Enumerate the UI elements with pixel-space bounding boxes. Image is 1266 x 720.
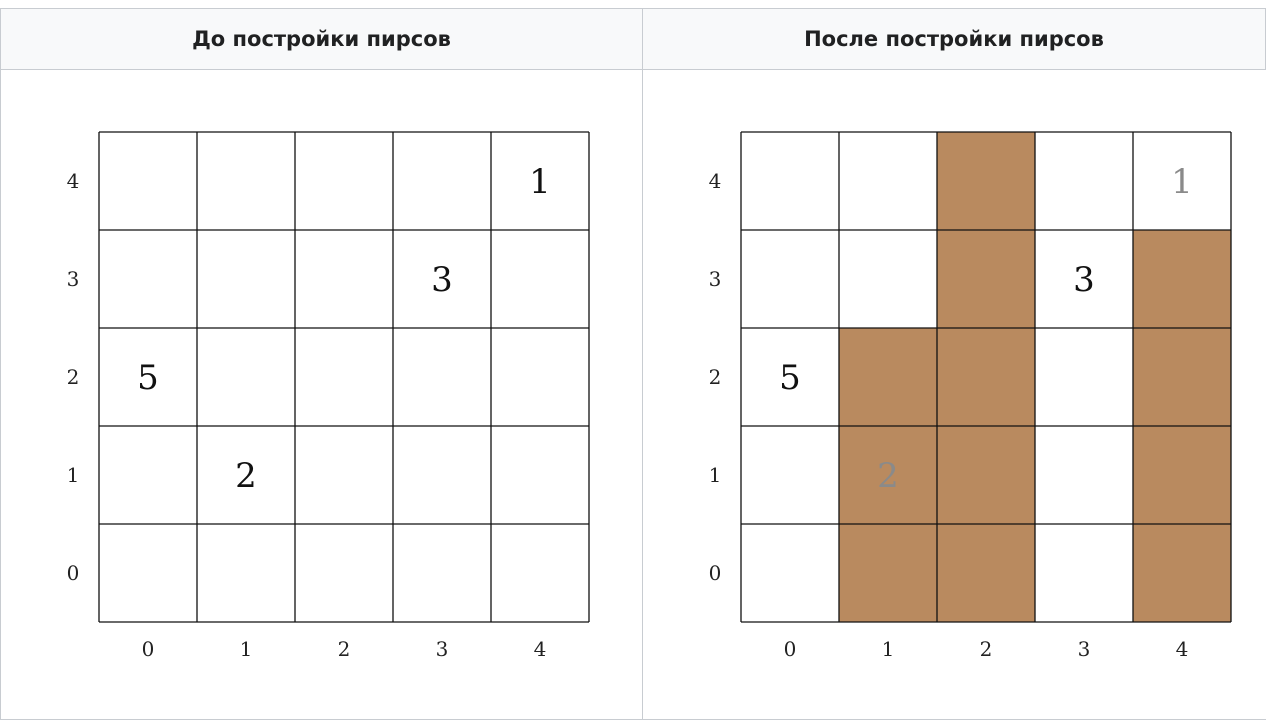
before-y-tick-label: 2 [67, 365, 80, 389]
comparison-table: До постройки пирсов После постройки пирс… [0, 8, 1266, 720]
after-pier-cell [1133, 426, 1231, 524]
after-pier-cell [937, 132, 1035, 230]
after-x-tick-label: 4 [1176, 637, 1189, 661]
after-y-tick-label: 2 [709, 365, 722, 389]
after-y-tick-label: 4 [709, 169, 722, 193]
before-y-tick-label: 1 [67, 463, 80, 487]
grid-after-diagram: 0 1 2 3 4 0 1 2 3 4 1 3 5 2 [709, 131, 1232, 661]
after-y-tick-label: 3 [709, 267, 722, 291]
after-island-number: 5 [779, 358, 801, 398]
before-x-tick-label: 3 [436, 637, 449, 661]
cell-before: 0 1 2 3 4 0 1 2 3 4 1 3 5 2 [0, 70, 643, 720]
after-pier-cell [839, 426, 937, 524]
after-pier-cell [839, 524, 937, 622]
grid-before-diagram: 0 1 2 3 4 0 1 2 3 4 1 3 5 2 [67, 131, 590, 661]
before-x-tick-label: 4 [534, 637, 547, 661]
after-pier-cell [937, 328, 1035, 426]
before-island-number: 2 [235, 456, 257, 496]
header-before: До постройки пирсов [0, 8, 643, 70]
after-pier-cell [1133, 230, 1231, 328]
after-pier-cell [937, 426, 1035, 524]
after-pier-cell [937, 230, 1035, 328]
before-y-tick-label: 3 [67, 267, 80, 291]
after-x-tick-label: 2 [980, 637, 993, 661]
after-y-tick-label: 0 [709, 561, 722, 585]
after-x-tick-label: 1 [882, 637, 895, 661]
after-island-number: 1 [1171, 162, 1193, 202]
before-island-number: 5 [137, 358, 159, 398]
cell-after: 0 1 2 3 4 0 1 2 3 4 1 3 5 2 [643, 70, 1266, 720]
after-pier-cell [1133, 328, 1231, 426]
before-island-number: 1 [529, 162, 551, 202]
after-pier-cell [1133, 524, 1231, 622]
before-island-number: 3 [431, 260, 453, 300]
before-x-tick-label: 2 [338, 637, 351, 661]
after-pier-cell [937, 524, 1035, 622]
after-island-number: 2 [877, 456, 899, 496]
after-x-tick-label: 0 [784, 637, 797, 661]
before-y-tick-label: 4 [67, 169, 80, 193]
before-x-tick-label: 1 [240, 637, 253, 661]
after-pier-cell [839, 328, 937, 426]
after-y-tick-label: 1 [709, 463, 722, 487]
header-after: После постройки пирсов [643, 8, 1266, 70]
before-y-tick-label: 0 [67, 561, 80, 585]
before-x-tick-label: 0 [142, 637, 155, 661]
after-island-number: 3 [1073, 260, 1095, 300]
after-x-tick-label: 3 [1078, 637, 1091, 661]
